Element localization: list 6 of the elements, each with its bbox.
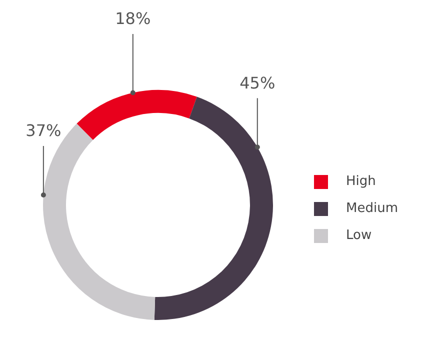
data-label: 37% — [26, 121, 62, 140]
data-label: 18% — [115, 9, 151, 28]
legend-label: Medium — [346, 201, 398, 216]
legend-label: Low — [346, 228, 372, 243]
data-label: 45% — [240, 73, 276, 92]
legend-label: High — [346, 174, 376, 189]
